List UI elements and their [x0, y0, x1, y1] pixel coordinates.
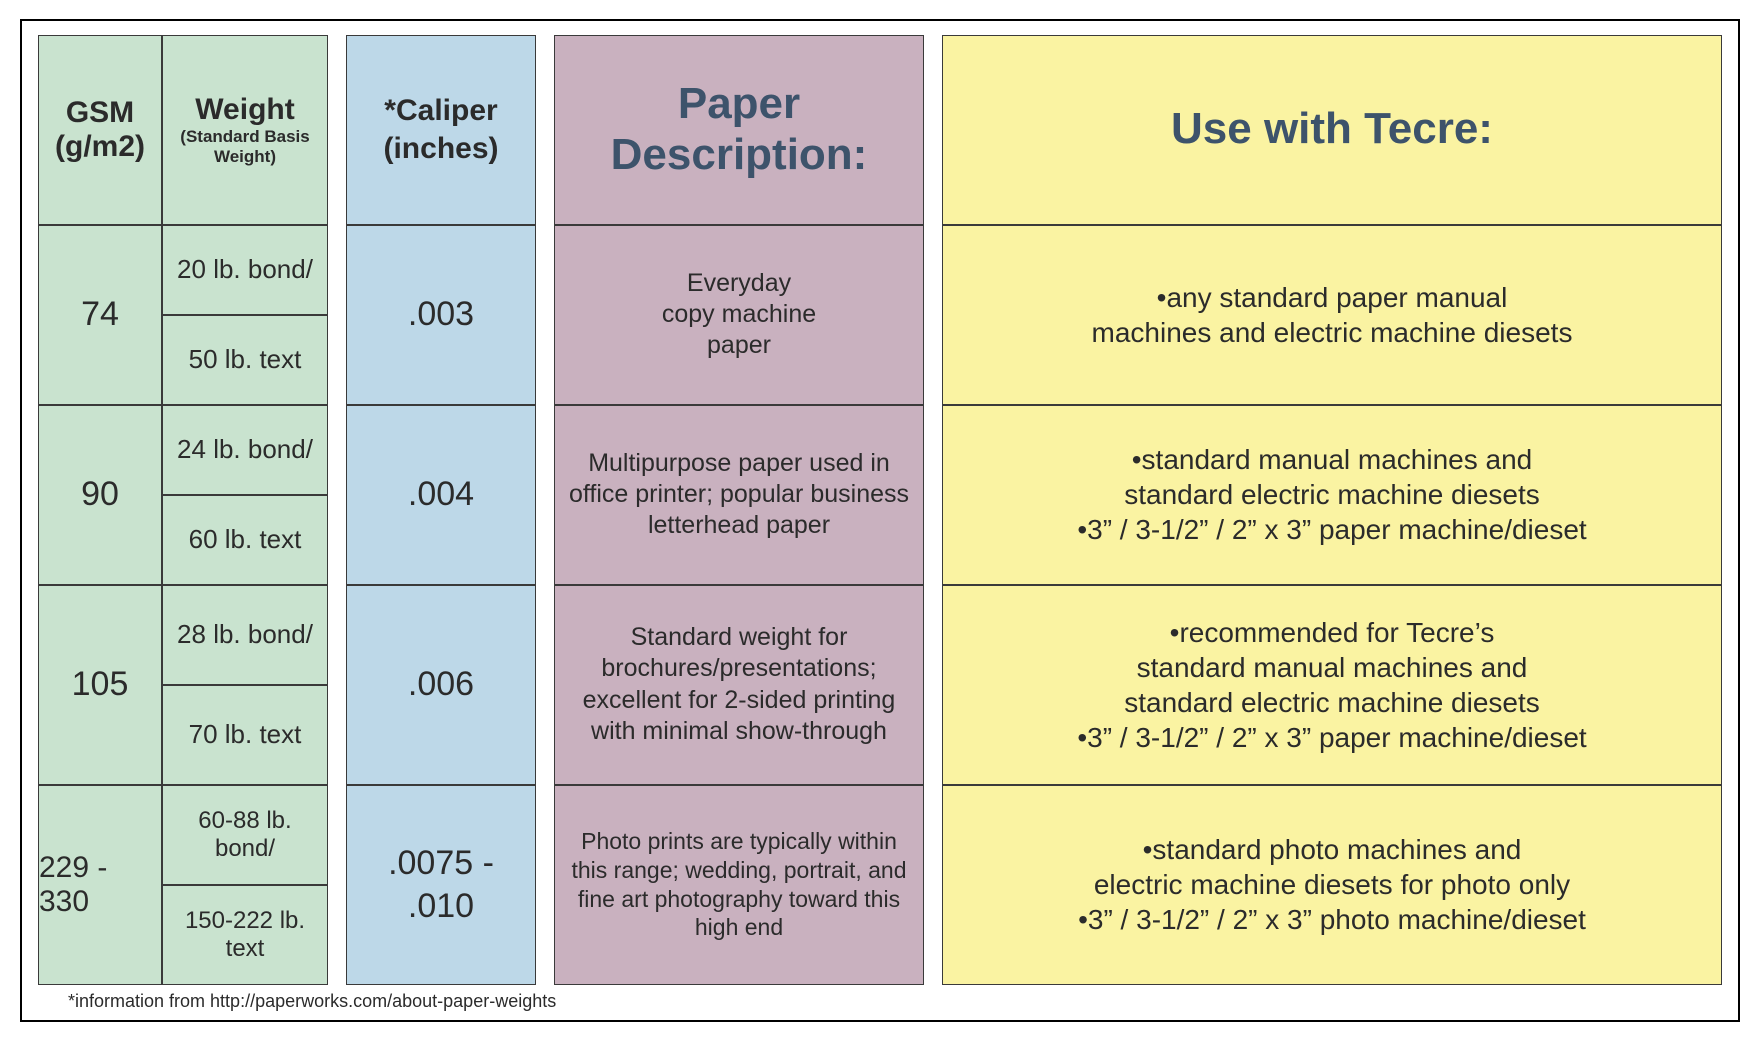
gsm-value: 229 - 330 — [38, 785, 162, 985]
weight-bottom: 150-222 lb. text — [162, 885, 328, 985]
table-row: 229 - 330 60-88 lb. bond/ 150-222 lb. te… — [38, 785, 328, 985]
tecre-value: •standard photo machines andelectric mac… — [942, 785, 1722, 985]
gsm-value: 90 — [38, 405, 162, 585]
header-tecre: Use with Tecre: — [942, 35, 1722, 225]
table-row: 74 20 lb. bond/ 50 lb. text — [38, 225, 328, 405]
header-description-label: Paper Description: — [563, 79, 915, 180]
weight-top: 20 lb. bond/ — [162, 225, 328, 315]
weight-cell: 28 lb. bond/ 70 lb. text — [162, 585, 328, 785]
header-caliper: *Caliper (inches) — [346, 35, 536, 225]
column-tecre: Use with Tecre: •any standard paper manu… — [942, 35, 1722, 985]
table-row: 90 24 lb. bond/ 60 lb. text — [38, 405, 328, 585]
table-grid: GSM (g/m2) Weight (Standard Basis Weight… — [38, 35, 1722, 985]
description-value: Everydaycopy machinepaper — [554, 225, 924, 405]
weight-cell: 20 lb. bond/ 50 lb. text — [162, 225, 328, 405]
caliper-value: .003 — [346, 225, 536, 405]
weight-cell: 60-88 lb. bond/ 150-222 lb. text — [162, 785, 328, 985]
caliper-value: .006 — [346, 585, 536, 785]
header-gsm-weight: GSM (g/m2) Weight (Standard Basis Weight… — [38, 35, 328, 225]
weight-bottom: 60 lb. text — [162, 495, 328, 585]
column-gsm-weight: GSM (g/m2) Weight (Standard Basis Weight… — [38, 35, 328, 985]
caliper-value: .004 — [346, 405, 536, 585]
weight-top: 24 lb. bond/ — [162, 405, 328, 495]
gsm-value: 74 — [38, 225, 162, 405]
description-value: Standard weight for brochures/presentati… — [554, 585, 924, 785]
header-description: Paper Description: — [554, 35, 924, 225]
weight-bottom: 50 lb. text — [162, 315, 328, 405]
weight-top: 60-88 lb. bond/ — [162, 785, 328, 885]
header-gsm: GSM (g/m2) — [38, 35, 162, 225]
table-row: 105 28 lb. bond/ 70 lb. text — [38, 585, 328, 785]
tecre-value: •any standard paper manualmachines and e… — [942, 225, 1722, 405]
caliper-value: .0075 - .010 — [346, 785, 536, 985]
description-value: Multipurpose paper used in office printe… — [554, 405, 924, 585]
column-caliper: *Caliper (inches) .003 .004 .006 .0075 -… — [346, 35, 536, 985]
tecre-value: •standard manual machines andstandard el… — [942, 405, 1722, 585]
header-weight-sublabel: (Standard Basis Weight) — [163, 127, 327, 167]
chart-frame: GSM (g/m2) Weight (Standard Basis Weight… — [20, 19, 1740, 1022]
footnote: *information from http://paperworks.com/… — [38, 985, 1722, 1014]
gsm-value: 105 — [38, 585, 162, 785]
weight-top: 28 lb. bond/ — [162, 585, 328, 685]
header-weight-label: Weight — [195, 93, 294, 127]
header-weight: Weight (Standard Basis Weight) — [162, 35, 328, 225]
header-tecre-label: Use with Tecre: — [1171, 104, 1493, 155]
header-caliper-label: *Caliper (inches) — [355, 92, 527, 167]
description-value: Photo prints are typically within this r… — [554, 785, 924, 985]
header-gsm-label: GSM (g/m2) — [39, 96, 161, 164]
tecre-value: •recommended for Tecre’sstandard manual … — [942, 585, 1722, 785]
weight-bottom: 70 lb. text — [162, 685, 328, 785]
weight-cell: 24 lb. bond/ 60 lb. text — [162, 405, 328, 585]
column-description: Paper Description: Everydaycopy machinep… — [554, 35, 924, 985]
